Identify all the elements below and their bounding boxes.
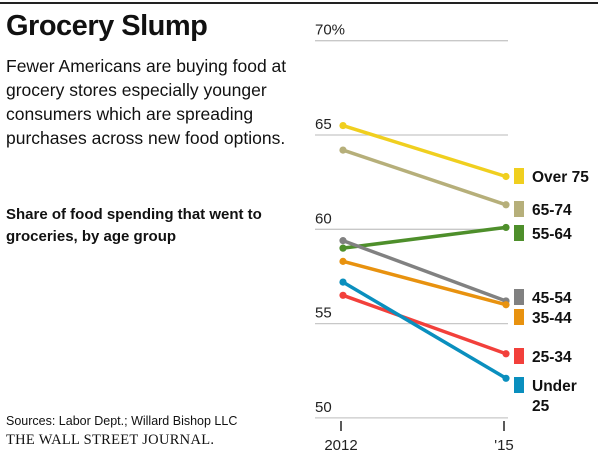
legend-label: 55-64 bbox=[532, 226, 572, 243]
series-line-25-34 bbox=[342, 293, 507, 356]
legend-label: Over 75 bbox=[532, 169, 589, 186]
data-point bbox=[502, 223, 510, 232]
legend-label: 25 bbox=[532, 398, 550, 415]
data-point bbox=[339, 121, 347, 130]
data-point bbox=[502, 374, 510, 382]
data-point bbox=[339, 244, 347, 252]
x-tick-label: 2012 bbox=[324, 437, 357, 454]
series-line-under-25 bbox=[342, 280, 507, 380]
data-point bbox=[339, 237, 347, 245]
chart-subtitle: Fewer Americans are buying food at groce… bbox=[6, 56, 287, 148]
legend-swatch bbox=[514, 348, 524, 364]
source-note: Sources: Labor Dept.; Willard Bishop LLC bbox=[6, 414, 238, 428]
y-tick-label: 55 bbox=[315, 305, 332, 322]
data-point bbox=[339, 278, 347, 286]
series-line-35-44 bbox=[342, 259, 507, 307]
legend-swatch bbox=[514, 289, 524, 305]
legend-label: 25-34 bbox=[532, 349, 572, 366]
chart-note: Share of food spending that went to groc… bbox=[6, 206, 262, 245]
wsj-logo: THE WALL STREET JOURNAL. bbox=[6, 432, 215, 448]
y-tick-label: 50 bbox=[315, 399, 332, 416]
data-point bbox=[339, 257, 347, 265]
legend-label: 45-54 bbox=[532, 290, 572, 307]
series-line-65-74 bbox=[342, 148, 507, 207]
series-line-45-54 bbox=[342, 238, 507, 303]
data-point bbox=[502, 201, 510, 209]
y-tick-label: 70% bbox=[315, 22, 345, 39]
data-point bbox=[339, 291, 347, 299]
legend-label: 65-74 bbox=[532, 202, 572, 219]
data-point bbox=[502, 172, 510, 181]
legend-swatch bbox=[514, 201, 524, 217]
data-point bbox=[339, 146, 347, 154]
chart-title: Grocery Slump bbox=[6, 10, 208, 42]
legend-label: Under bbox=[532, 378, 577, 395]
legend-swatch bbox=[514, 168, 524, 184]
legend-swatch bbox=[514, 377, 524, 393]
data-point bbox=[502, 301, 510, 309]
series-line-over-75 bbox=[342, 123, 507, 179]
x-tick-label: '15 bbox=[494, 437, 514, 454]
y-tick-label: 60 bbox=[315, 210, 332, 227]
top-rule bbox=[0, 2, 598, 4]
y-tick-label: 65 bbox=[315, 116, 332, 133]
legend-swatch bbox=[514, 225, 524, 241]
data-point bbox=[502, 350, 510, 358]
legend-swatch bbox=[514, 309, 524, 325]
legend-label: 35-44 bbox=[532, 310, 572, 327]
series-line-55-64 bbox=[342, 225, 507, 250]
